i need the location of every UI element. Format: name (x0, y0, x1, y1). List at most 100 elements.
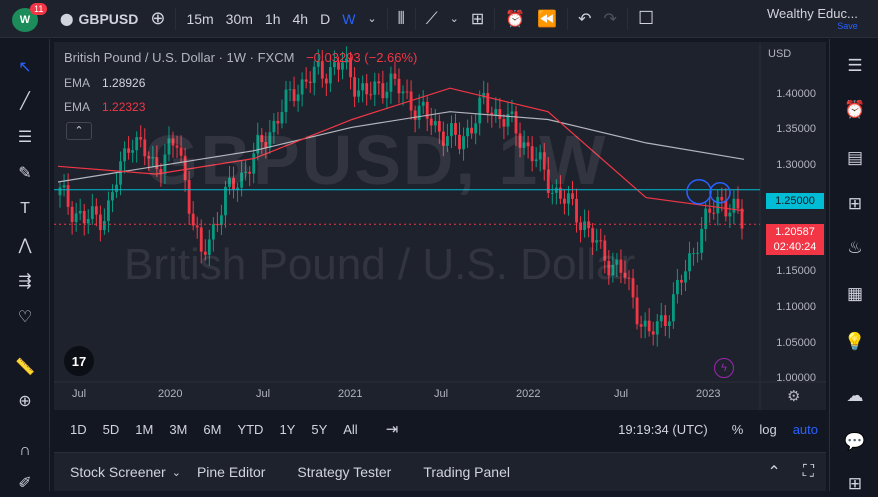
candle-body (676, 279, 679, 295)
clock-display[interactable]: 19:19:34 (UTC) (618, 421, 708, 437)
hot-lists-icon[interactable]: ♨ (847, 238, 863, 257)
account-block[interactable]: Wealthy Educ... Save (767, 6, 858, 31)
candles-icon[interactable]: ⫴ (397, 8, 405, 28)
redo-icon[interactable]: ↷ (603, 10, 617, 28)
candle-body (215, 224, 219, 226)
candle-body (191, 213, 195, 226)
range-5y[interactable]: 5Y (311, 421, 328, 437)
range-5d[interactable]: 5D (102, 421, 120, 437)
date-range-icon[interactable]: ⇥ (385, 421, 399, 438)
magnet-icon[interactable]: ∩ (19, 442, 31, 459)
settings-gear-icon[interactable]: ⚙ (787, 388, 801, 405)
add-list-icon[interactable]: ⊞ (847, 194, 863, 213)
range-1y[interactable]: 1Y (279, 421, 296, 437)
interval-15m[interactable]: 15m (186, 10, 214, 27)
chevron-up-icon[interactable]: ⌃ (767, 464, 781, 481)
range-1m[interactable]: 1M (135, 421, 154, 437)
range-all[interactable]: All (343, 421, 358, 437)
undo-icon[interactable]: ↶ (578, 10, 592, 28)
news-icon[interactable]: ▤ (846, 148, 864, 167)
chat-icon[interactable]: ☁ (846, 386, 864, 405)
ema2-legend[interactable]: EMA 1.22323 (64, 100, 145, 114)
alert-icon[interactable]: ⏰ (505, 10, 526, 28)
interval-d[interactable]: D (320, 10, 331, 27)
interval-30m[interactable]: 30m (225, 10, 253, 27)
fullscreen-box-icon[interactable]: ☐ (637, 8, 655, 28)
indicators-icon[interactable]: ⟋ (425, 8, 438, 28)
prediction-icon[interactable]: ⇶ (18, 273, 32, 290)
range-1d[interactable]: 1D (70, 421, 87, 437)
layout-icon[interactable]: ⊞ (470, 10, 485, 28)
legend-title: British Pound / U.S. Dollar · 1W · FXCM (64, 50, 295, 65)
time-label: 2020 (158, 388, 183, 400)
candle-body (635, 297, 639, 325)
candle-body (70, 206, 74, 223)
calendar-icon[interactable]: ▦ (846, 284, 864, 303)
price-tick: 1.00000 (776, 372, 816, 384)
candle-body (159, 168, 163, 175)
chart-pane[interactable]: GBPUSD, 1W British Pound / U.S. Dollar B… (54, 42, 826, 410)
interval-4h[interactable]: 4h (292, 10, 309, 27)
log-toggle[interactable]: log (759, 421, 777, 437)
chart-canvas[interactable] (54, 42, 826, 410)
candle-body (328, 67, 332, 84)
candle-body (607, 260, 611, 276)
candle-body (518, 133, 522, 148)
pattern-icon[interactable]: ⋀ (18, 237, 32, 254)
candle-body (667, 321, 671, 327)
alarm-clock-icon[interactable]: ⏰ (844, 100, 866, 119)
save-button[interactable]: Save (837, 21, 858, 31)
watchlist-icon[interactable]: ☰ (847, 56, 863, 75)
range-ytd[interactable]: YTD (237, 421, 264, 437)
candle-body (421, 101, 425, 106)
replay-icon[interactable]: ⏪ (537, 10, 558, 28)
tab-strategy-tester[interactable]: Strategy Tester (297, 464, 392, 480)
chevron-down-icon[interactable]: ⌄ (449, 13, 459, 25)
currency-label[interactable]: USD (768, 48, 792, 60)
candle-body (579, 222, 582, 231)
tab-stock-screener[interactable]: Stock Screener (70, 464, 166, 480)
zoom-in-icon[interactable]: ⊕ (18, 393, 32, 410)
trend-line-icon[interactable]: ╱ (20, 93, 30, 110)
candle-body (66, 185, 70, 207)
brush-icon[interactable]: ✎ (18, 165, 32, 182)
candle-body (115, 184, 118, 193)
ruler-icon[interactable]: 📏 (15, 359, 35, 376)
horizontal-lines-icon[interactable]: ☰ (17, 129, 33, 146)
maximize-icon[interactable]: ⛶ (802, 463, 814, 480)
candle-body (107, 200, 110, 222)
auto-toggle[interactable]: auto (792, 421, 818, 437)
grid-icon[interactable]: ⊞ (847, 474, 863, 493)
range-3m[interactable]: 3M (169, 421, 188, 437)
chevron-down-icon[interactable]: ⌄ (171, 466, 181, 479)
candle-body (175, 145, 179, 148)
ideas-bulb-icon[interactable]: 💡 (844, 332, 866, 351)
tab-trading-panel[interactable]: Trading Panel (423, 464, 510, 480)
tradingview-logo-icon[interactable]: 17 (64, 346, 94, 376)
chart-legend: British Pound / U.S. Dollar · 1W · FXCM … (64, 50, 417, 65)
chevron-down-icon[interactable]: ⌄ (367, 13, 377, 25)
tab-pine-editor[interactable]: Pine Editor (196, 464, 266, 480)
candle-body (470, 127, 474, 134)
ema1-legend[interactable]: EMA 1.28926 (64, 76, 145, 90)
candle-body (659, 315, 663, 322)
range-6m[interactable]: 6M (203, 421, 222, 437)
messages-icon[interactable]: 💬 (844, 432, 866, 451)
lightning-icon[interactable]: ϟ (714, 358, 734, 378)
compare-add-icon[interactable]: ⊕ (150, 8, 166, 28)
watermark-symbol: GBPUSD, 1W (144, 121, 608, 199)
lock-drawing-icon[interactable]: ✐ (18, 475, 32, 492)
collapse-legend-icon[interactable]: ⌃ (66, 122, 92, 140)
candle-body (474, 123, 478, 134)
heart-icon[interactable]: ♡ (17, 309, 33, 326)
interval-w[interactable]: W (342, 10, 356, 27)
candle-body (228, 177, 231, 187)
candle-body (256, 134, 260, 154)
text-icon[interactable]: T (20, 200, 30, 217)
symbol-search[interactable]: GBPUSD (78, 10, 139, 27)
candle-body (232, 177, 235, 190)
cursor-icon[interactable]: ↖ (18, 59, 32, 76)
percent-toggle[interactable]: % (731, 421, 744, 437)
candle-body (365, 83, 369, 95)
interval-1h[interactable]: 1h (264, 10, 281, 27)
